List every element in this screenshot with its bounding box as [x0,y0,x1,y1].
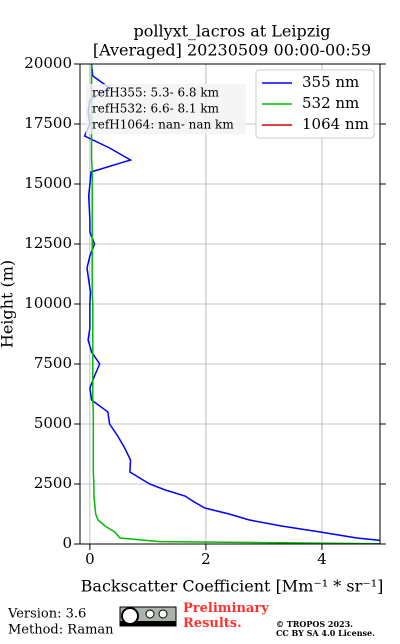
x-tick-label: 4 [317,550,327,568]
annotation: refH355: 5.3- 6.8 km [92,86,220,100]
y-tick-label: 17500 [24,114,72,132]
legend-box [255,69,375,139]
footer-status-box: Preliminary Results. [183,601,269,631]
footer-license: CC BY SA 4.0 License. [276,628,375,638]
footer-method: Method: Raman [8,623,114,638]
y-tick-label: 5000 [34,414,72,432]
legend-label: 1064 nm [302,115,369,133]
plot-area [83,64,380,544]
annotation-box [86,84,246,134]
y-tick-label: 20000 [24,54,72,72]
y-axis-label: Height (m) [0,260,17,348]
annotation: refH1064: nan- nan km [92,118,234,132]
x-axis-label: Backscatter Coefficient [Mm⁻¹ * sr⁻¹] [81,577,384,596]
legend-label: 355 nm [302,73,359,91]
footer-status: Preliminary Results. [183,601,269,631]
y-tick-label: 7500 [34,354,72,372]
x-tick-label: 0 [85,550,95,568]
profile-line [83,64,380,542]
legend-label: 532 nm [302,94,359,112]
cc-logo [119,606,177,627]
chart-subtitle: [Averaged] 20230509 00:00-00:59 [93,41,371,60]
footer-copyright: © TROPOS 2023. [276,619,353,629]
y-tick-label: 0 [62,534,72,552]
y-tick-label: 10000 [24,294,72,312]
chart-title: pollyxt_lacros at Leipzig [133,22,330,41]
y-tick-label: 2500 [34,474,72,492]
y-tick-label: 12500 [24,234,72,252]
profile-line [90,64,380,544]
annotation: refH532: 6.6- 8.1 km [92,102,220,116]
x-tick-label: 2 [201,550,211,568]
plot-frame [79,63,381,545]
y-tick-label: 15000 [24,174,72,192]
footer-version: Version: 3.6 [7,607,86,622]
